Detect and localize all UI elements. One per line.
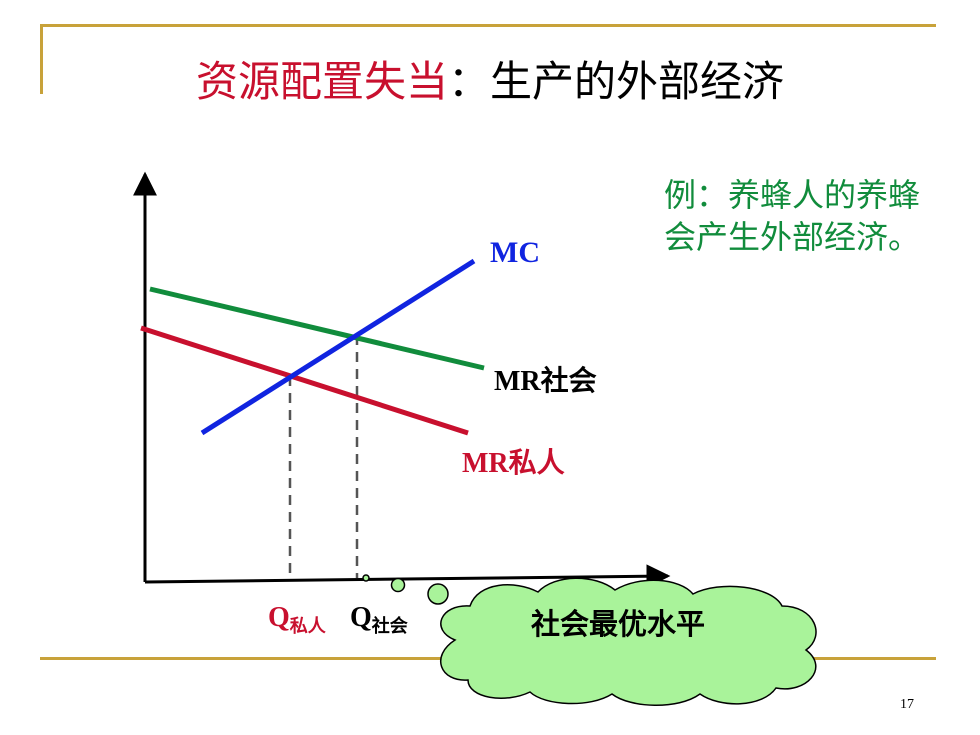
mc-curve	[200, 258, 476, 436]
x-axis	[144, 564, 671, 589]
thought-bubble-medium	[390, 577, 406, 593]
title-rest: ：生产的外部经济	[448, 57, 785, 106]
thought-bubble-large	[427, 583, 449, 605]
q-private-label: Q私人	[268, 602, 327, 636]
q-social-sub: 社会	[372, 615, 408, 636]
mr-private-curve	[140, 325, 469, 436]
cloud-callout-text: 社会最优水平	[531, 607, 705, 641]
mc-label: MC	[490, 236, 540, 269]
mr-social-curve	[149, 286, 485, 371]
q-social-label: Q社会	[350, 602, 408, 636]
q-social-main: Q	[350, 602, 372, 633]
q-private-sub: 私人	[290, 616, 327, 636]
thought-bubble-small	[362, 574, 370, 582]
q-private-main: Q	[268, 602, 290, 633]
mr-private-label: MR私人	[462, 447, 565, 479]
title-highlight: 资源配置失当	[195, 57, 448, 106]
page-number: 17	[900, 697, 914, 712]
example-note: 例：养蜂人的养蜂会产生外部经济。	[664, 176, 921, 256]
frame-top-border	[40, 24, 936, 27]
slide-title: 资源配置失当：生产的外部经济	[0, 54, 980, 110]
mr-social-label: MR社会	[494, 365, 597, 397]
cloud-callout	[439, 577, 817, 706]
frame-left-border	[40, 24, 43, 94]
